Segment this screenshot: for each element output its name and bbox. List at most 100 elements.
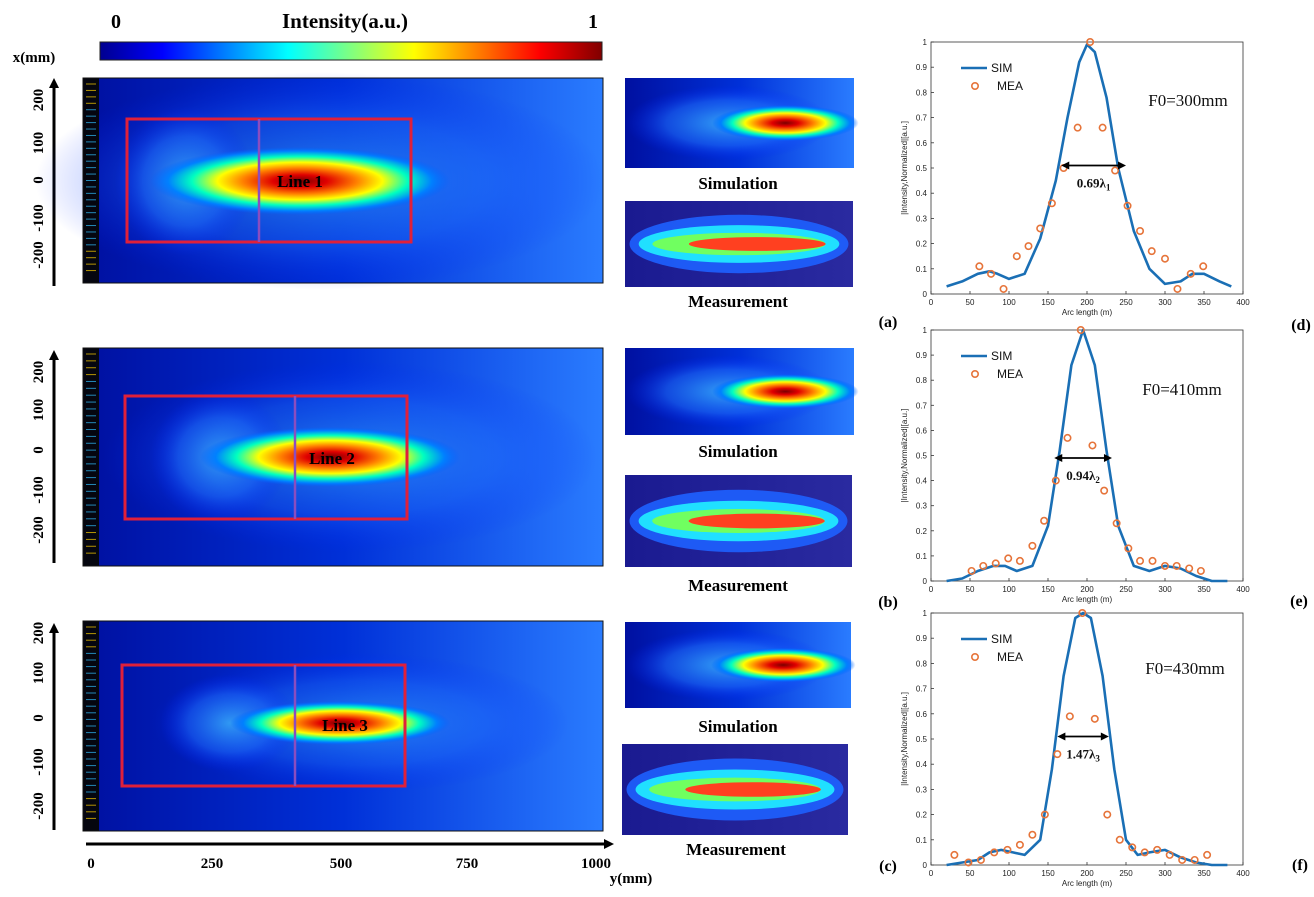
x-axis-label: Arc length (m) [1062,595,1113,604]
mea-data-point [1088,441,1097,450]
row-2: Line 2 Simulation Measurement (b) (e) [309,442,1308,611]
y-tick-label: 0.7 [916,114,928,123]
heatmap-frame [82,77,604,284]
mea-data-point [1065,712,1074,721]
y-tick-label: 0.3 [916,214,928,223]
y-tick-label: 0.3 [916,502,928,511]
y-tick-label: 1 [923,38,928,47]
x-tick-label: -100 [31,204,47,232]
mea-data-point [976,855,985,864]
fwhm-arrowhead-left [1061,161,1070,170]
x-tick-label: 150 [1041,869,1055,878]
simulation-thumbnail [625,348,859,435]
x-tick-label: 100 [1002,869,1016,878]
panel-tag-e: (e) [1290,593,1308,610]
x-tick-label: 100 [1002,298,1016,307]
focal-length-annotation: F0=410mm [1142,380,1222,399]
mea-data-point [1098,123,1107,132]
mea-data-point [1053,750,1062,759]
legend-mea-label: MEA [997,367,1023,381]
x-tick-label: 0 [929,585,934,594]
mea-data-point [1015,840,1024,849]
x-tick-label: 300 [1158,585,1172,594]
x-tick-label: 200 [1080,869,1094,878]
simulation-thumbnail [625,78,859,168]
colorbar-title: Intensity(a.u.) [282,9,408,33]
x-tick-label: 200 [31,622,47,645]
y-tick-label: 0.9 [916,634,928,643]
legend-mea-label: MEA [997,79,1023,93]
x-tick-label: 0 [31,714,47,722]
mea-data-point [1012,252,1021,261]
panel-tag-c: (c) [879,858,897,875]
y-tick-label: 0.7 [916,685,928,694]
mea-data-point [999,284,1008,293]
mea-data-point [1051,476,1060,485]
mea-data-point [1161,561,1170,570]
x-tick-label: 400 [1236,869,1250,878]
mea-data-point [1086,37,1095,46]
x-tick-label: 50 [966,869,975,878]
y-tick-label: 0.8 [916,376,928,385]
y-tick-label: 0 [923,577,928,586]
y-tick-label: 500 [330,856,353,872]
y-axis-label: |Intensity,Normalized|[a.u.] [900,409,909,503]
x-tick-label: -100 [31,476,47,504]
mea-data-point [1024,242,1033,251]
simulation-caption: Simulation [698,442,778,461]
mea-data-point [1036,224,1045,233]
panel-tag-a: (a) [879,314,898,331]
mea-data-point [979,561,988,570]
mea-data-point [991,559,1000,568]
y-tick-label: 0.6 [916,710,928,719]
x-axis-label: x(mm) [13,50,55,66]
fwhm-arrowhead-right [1103,454,1112,463]
mea-data-point [975,262,984,271]
x-tick-label: 200 [1080,298,1094,307]
thumbnail-panels [622,78,859,835]
heatmap-frame [82,347,604,567]
mea-data-point [1076,325,1085,334]
y-tick-label: 0.6 [916,426,928,435]
panel-tag-b: (b) [878,594,898,611]
y-tick-label: 1 [923,609,928,618]
mea-data-point [1186,269,1195,278]
x-tick-label: -200 [31,241,47,269]
measurement-caption: Measurement [688,576,788,595]
mea-data-point [964,858,973,867]
y-tick-label: 0.5 [916,735,928,744]
y-tick-label: 0.1 [916,265,928,274]
y-tick-label: 0.3 [916,785,928,794]
x-tick-label: 300 [1158,869,1172,878]
mea-data-point [1161,254,1170,263]
measurement-thumbnail [622,744,848,835]
y-tick-label: 0.9 [916,351,928,360]
mea-data-point [1100,486,1109,495]
mea-data-point [1178,855,1187,864]
legend-mea-swatch [970,369,979,378]
mea-data-point [1190,855,1199,864]
y-tick-label: 0 [87,856,95,872]
mea-data-point [1004,554,1013,563]
x-axis-label: Arc length (m) [1062,308,1113,317]
y-tick-label: 0.2 [916,240,928,249]
simulation-caption: Simulation [698,717,778,736]
x-tick-label: 200 [31,361,47,384]
mea-data-point [1147,247,1156,256]
line-label: Line 1 [277,172,323,191]
y-tick-label: 0 [923,861,928,870]
fwhm-arrowhead-right [1118,161,1126,170]
measurement-contour [688,513,825,529]
mea-data-point [1040,810,1049,819]
x-tick-label: 200 [31,89,47,112]
y-tick-label: 0.2 [916,811,928,820]
heatmap-panels [35,72,605,832]
mea-data-point [1140,848,1149,857]
row-3: Line 3 Simulation Measurement (c) (f) [322,716,1308,875]
focus-region-box [123,394,409,521]
measurement-caption: Measurement [686,840,786,859]
y-tick-label: 0.8 [916,88,928,97]
x-tick-label: 350 [1197,298,1211,307]
line-label: Line 3 [322,716,368,735]
fwhm-label-subscript: 2 [1095,475,1100,485]
